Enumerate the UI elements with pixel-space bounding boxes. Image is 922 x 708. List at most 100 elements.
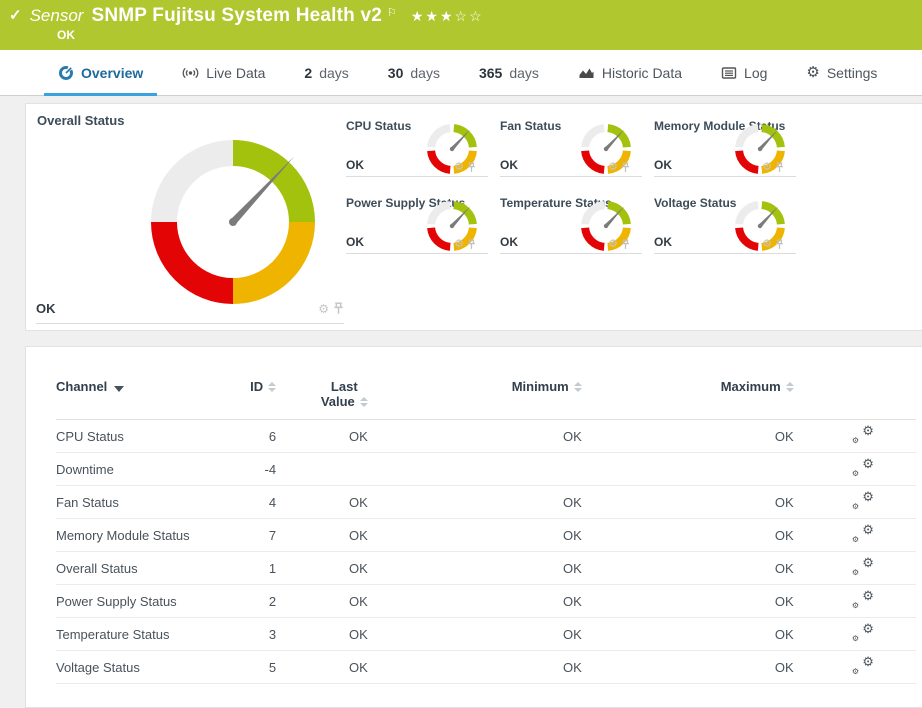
channel-name-cell[interactable]: Temperature Status	[56, 626, 170, 642]
pin-icon[interactable]	[775, 239, 784, 250]
tab-bar: Overview Live Data 2 days 30 days 365 da…	[0, 50, 922, 96]
channel-name-cell[interactable]: CPU Status	[56, 428, 124, 444]
channel-settings-gears-icon[interactable]: ⚙ ⚙	[851, 489, 874, 511]
gauge-needle	[450, 206, 471, 228]
table-header-row: Channel ID Last Value Minimum	[56, 375, 916, 420]
pin-icon[interactable]	[333, 302, 344, 315]
channel-maximum-cell: OK	[774, 527, 794, 543]
gauge-tile[interactable]: Temperature Status OK ⚙	[500, 191, 642, 254]
gauge-tile[interactable]: Power Supply Status OK ⚙	[346, 191, 488, 254]
gauge-tile[interactable]: Fan Status OK ⚙	[500, 114, 642, 177]
channel-name-cell[interactable]: Power Supply Status	[56, 593, 177, 609]
tab-settings[interactable]: ⚙ Settings	[806, 50, 877, 95]
channel-row[interactable]: Downtime -4 ⚙ ⚙	[56, 453, 916, 486]
column-header-id[interactable]: ID	[250, 375, 277, 420]
gauge-tile[interactable]: Memory Module Status OK ⚙	[654, 114, 796, 177]
channel-minimum-cell: OK	[562, 428, 582, 444]
status-check-icon: ✓	[9, 7, 22, 24]
priority-flag-icon[interactable]: ⚐	[386, 7, 397, 19]
gear-icon[interactable]: ⚙	[318, 301, 329, 316]
tab-number: 2	[304, 64, 313, 81]
channel-settings-gears-icon[interactable]: ⚙ ⚙	[851, 555, 874, 577]
status-gauge[interactable]	[426, 123, 478, 175]
pin-icon[interactable]	[621, 239, 630, 250]
channel-actions-cell: ⚙ ⚙	[794, 486, 916, 519]
tab-label: Settings	[826, 64, 878, 81]
tab-2-days[interactable]: 2 days	[304, 50, 348, 95]
channel-name-cell[interactable]: Voltage Status	[56, 659, 140, 675]
channel-table-body: CPU Status 6 OK OK OK ⚙ ⚙ Downtime	[56, 420, 916, 684]
channel-row[interactable]: Power Supply Status 2 OK OK OK ⚙ ⚙	[56, 585, 916, 618]
tab-overview[interactable]: Overview	[43, 50, 158, 96]
tab-unit: days	[319, 64, 349, 81]
gear-icon[interactable]: ⚙	[608, 238, 618, 250]
gauge-tile[interactable]: Voltage Status OK ⚙	[654, 191, 796, 254]
channel-row[interactable]: Temperature Status 3 OK OK OK ⚙ ⚙	[56, 618, 916, 651]
pin-icon[interactable]	[775, 162, 784, 173]
channel-settings-gears-icon[interactable]: ⚙ ⚙	[851, 456, 874, 478]
channel-name-cell[interactable]: Downtime	[56, 461, 114, 477]
channel-settings-gears-icon[interactable]: ⚙ ⚙	[851, 621, 874, 643]
sort-icon[interactable]	[573, 381, 582, 392]
status-gauge[interactable]	[426, 200, 478, 252]
tab-unit: days	[410, 64, 440, 81]
gear-icon[interactable]: ⚙	[762, 161, 772, 173]
tab-log[interactable]: Log	[721, 50, 767, 95]
channel-name-cell[interactable]: Overall Status	[56, 560, 138, 576]
channel-actions-cell: ⚙ ⚙	[794, 519, 916, 552]
channel-last-value-cell: OK	[348, 626, 368, 642]
pin-icon[interactable]	[467, 162, 476, 173]
channel-id-cell: 4	[268, 494, 277, 510]
gear-icon[interactable]: ⚙	[454, 238, 464, 250]
channel-id-cell: 5	[268, 659, 277, 675]
tab-live-data[interactable]: Live Data	[182, 50, 265, 95]
gauge-tile[interactable]: CPU Status OK ⚙	[346, 114, 488, 177]
column-header-minimum[interactable]: Minimum	[368, 375, 582, 420]
channel-row[interactable]: Voltage Status 5 OK OK OK ⚙ ⚙	[56, 651, 916, 684]
column-header-maximum[interactable]: Maximum	[582, 375, 794, 420]
priority-stars[interactable]: ★★★☆☆	[410, 8, 484, 24]
status-gauge[interactable]	[734, 200, 786, 252]
channel-last-value-cell	[276, 453, 368, 486]
sort-desc-icon	[114, 386, 125, 392]
channel-last-value-cell: OK	[348, 428, 368, 444]
pin-icon[interactable]	[467, 239, 476, 250]
sensor-status-text: OK	[57, 28, 75, 42]
channel-row[interactable]: Fan Status 4 OK OK OK ⚙ ⚙	[56, 486, 916, 519]
channel-settings-gears-icon[interactable]: ⚙ ⚙	[851, 522, 874, 544]
channel-last-value-cell: OK	[348, 659, 368, 675]
column-label: Last	[330, 379, 358, 394]
channel-name-cell[interactable]: Fan Status	[56, 494, 119, 510]
channel-settings-gears-icon[interactable]: ⚙ ⚙	[851, 654, 874, 676]
channel-settings-gears-icon[interactable]: ⚙ ⚙	[851, 423, 874, 445]
tab-365-days[interactable]: 365 days	[479, 50, 539, 95]
channel-minimum-cell: OK	[562, 659, 582, 675]
channel-name-cell[interactable]: Memory Module Status	[56, 527, 190, 543]
column-label: Channel	[56, 379, 108, 394]
gauge-value: OK	[500, 235, 518, 249]
gauge-needle	[758, 129, 779, 151]
channel-settings-gears-icon[interactable]: ⚙ ⚙	[851, 588, 874, 610]
sort-icon[interactable]	[268, 381, 277, 392]
status-gauge[interactable]	[580, 123, 632, 175]
channel-row[interactable]: Memory Module Status 7 OK OK OK ⚙ ⚙	[56, 519, 916, 552]
gear-icon[interactable]: ⚙	[608, 161, 618, 173]
gauge-value: OK	[654, 235, 672, 249]
channel-maximum-cell: OK	[774, 560, 794, 576]
column-header-channel[interactable]: Channel	[56, 375, 250, 420]
gear-icon[interactable]: ⚙	[762, 238, 772, 250]
tab-historic-data[interactable]: Historic Data	[578, 50, 682, 95]
page-content: Overall Status OK ⚙	[0, 96, 922, 708]
column-header-last-value[interactable]: Last Value	[276, 375, 368, 420]
channel-row[interactable]: CPU Status 6 OK OK OK ⚙ ⚙	[56, 420, 916, 453]
gear-icon[interactable]: ⚙	[454, 161, 464, 173]
tab-30-days[interactable]: 30 days	[388, 50, 440, 95]
object-kind-label: Sensor	[29, 6, 84, 25]
overall-status-gauge[interactable]	[148, 137, 318, 307]
status-gauge[interactable]	[580, 200, 632, 252]
status-gauge[interactable]	[734, 123, 786, 175]
sort-icon[interactable]	[359, 396, 368, 407]
pin-icon[interactable]	[621, 162, 630, 173]
sort-icon[interactable]	[785, 381, 794, 392]
channel-row[interactable]: Overall Status 1 OK OK OK ⚙ ⚙	[56, 552, 916, 585]
